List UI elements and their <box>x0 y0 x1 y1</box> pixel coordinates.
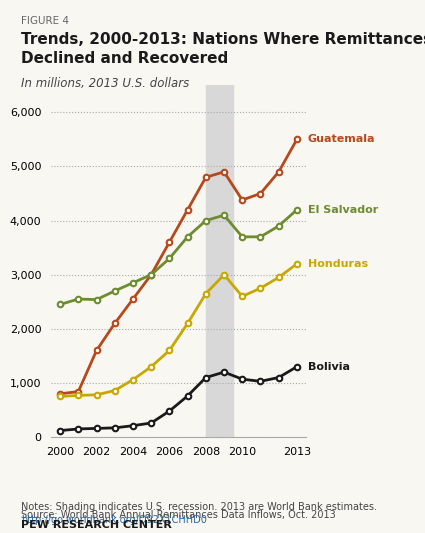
Text: In millions, 2013 U.S. dollars: In millions, 2013 U.S. dollars <box>21 77 190 90</box>
Text: Guatemala: Guatemala <box>308 134 375 144</box>
Text: FIGURE 4: FIGURE 4 <box>21 16 69 26</box>
Text: El Salvador: El Salvador <box>308 205 378 215</box>
Text: Source: World Bank Annual Remittances Data Inflows, Oct. 2013: Source: World Bank Annual Remittances Da… <box>21 510 336 520</box>
Text: PEW RESEARCH CENTER: PEW RESEARCH CENTER <box>21 520 172 530</box>
Text: Bolivia: Bolivia <box>308 362 350 372</box>
Text: Honduras: Honduras <box>308 259 368 269</box>
Text: http://go.worldbank.org/O92X1CHHD0: http://go.worldbank.org/O92X1CHHD0 <box>21 515 207 525</box>
Text: Notes: Shading indicates U.S. recession. 2013 are World Bank estimates.: Notes: Shading indicates U.S. recession.… <box>21 502 377 512</box>
Bar <box>206 85 233 437</box>
Text: Trends, 2000-2013: Nations Where Remittances
Declined and Recovered: Trends, 2000-2013: Nations Where Remitta… <box>21 32 425 66</box>
